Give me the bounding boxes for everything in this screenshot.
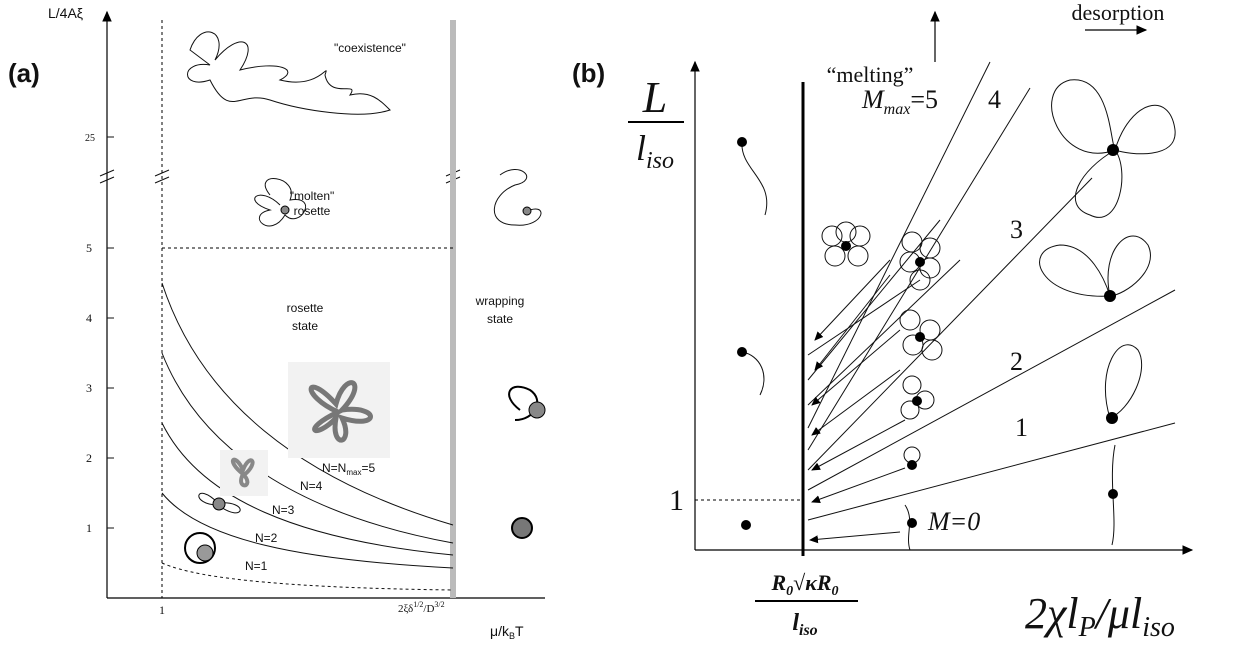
curve-label: N=Nmax=5 [322,461,375,477]
particle [1106,412,1118,424]
sector-label: 1 [1015,413,1028,442]
axis-break [100,170,460,183]
label-part: √ [793,570,806,595]
label-part: 0 [832,584,839,599]
label-part: iso [799,622,818,639]
figure: (a) 1 2 3 4 5 25 L/4Aξ 1 2ξδ1/2/D3/2 μ/k… [0,0,1249,645]
x-axis-label: 2χlP/μliso [1025,589,1175,643]
y-tick-label: 1 [669,484,684,517]
curve-label: N=4 [300,479,323,493]
label-part: M [861,85,885,114]
y-tick-label: 5 [86,241,92,255]
label-part: R [770,570,786,595]
particle [213,498,225,510]
sector-label: Mmax=5 [861,85,938,118]
polymer-sketch [905,505,910,550]
particle [737,137,747,147]
label-part: iso [1142,612,1175,643]
x-axis-label: μ/kBT [490,623,524,641]
x-tick-label: liso [792,610,817,639]
particle [1104,290,1116,302]
region-label: state [292,319,318,333]
tick-marks [107,137,114,528]
y-axis-label: L/4Aξ [48,5,83,21]
particle [523,207,531,215]
sector-lines [808,62,1175,520]
x-tick-label: 1 [159,603,165,617]
sector-label: M=0 [927,507,980,536]
tick-part: 3/2 [434,600,444,609]
label-part: iso [646,148,674,174]
annotation: “melting” [827,62,914,87]
polymer-sketch [742,142,767,215]
panel-label: (a) [8,58,40,88]
label-part: max [346,468,361,477]
label-part: =5 [361,461,375,475]
y-tick-label: 4 [86,311,92,325]
y-tick-label: 2 [86,451,92,465]
rosette-sketch [1040,236,1151,296]
label-part: =5 [910,85,938,114]
particle [512,518,532,538]
label-part: max [884,101,911,118]
particle [907,518,917,528]
sector-label: 4 [988,85,1001,114]
particle [529,402,545,418]
particle [1108,489,1118,499]
label-part: κR [805,570,831,595]
polymer-sketch [742,352,764,395]
particle [1107,144,1119,156]
region-label: "molten" [290,189,335,203]
region-label: state [487,312,513,326]
rosette-sketch [1105,345,1141,418]
annotation: desorption [1072,0,1165,25]
label-part: N=N [322,461,346,475]
label-part: /μl [1093,589,1143,638]
particle [741,520,751,530]
region-label: wrapping [475,294,525,308]
x-tick-label: 2ξδ1/2/D3/2 [398,600,445,615]
sector-label: 3 [1010,215,1023,244]
tick-part: 2ξδ [398,603,413,615]
curve-label: N=3 [272,503,295,517]
label-part: 0 [786,584,793,599]
region-label: rosette [294,204,331,218]
phase-curve [162,563,453,590]
label-part: l [636,128,646,168]
panel-a: (a) 1 2 3 4 5 25 L/4Aξ 1 2ξδ1/2/D3/2 μ/k… [8,5,545,641]
region-label: rosette [287,301,324,315]
label-part: 2χl [1025,589,1079,638]
label-part: T [515,623,524,639]
sector-label: 2 [1010,347,1023,376]
y-tick-label: 3 [86,381,92,395]
particles [841,241,925,470]
panel-b: (b) L liso 1 “melting” desorption Mmax=5… [572,0,1192,643]
particle [737,347,747,357]
label-part: P [1078,612,1096,643]
y-axis-label: liso [636,128,674,174]
tick-part: /D [423,603,434,615]
curve-label: N=1 [245,559,268,573]
region-label: "coexistence" [334,41,406,55]
label-part: μ/k [490,623,510,639]
y-tick-label: 25 [85,133,95,144]
curve-label: N=2 [255,531,278,545]
particle [197,545,213,561]
panel-label: (b) [572,58,605,88]
polymer-sketch [494,170,541,226]
y-tick-label: 1 [86,521,92,535]
tick-part: 1/2 [413,600,423,609]
particle [281,206,289,214]
y-axis-label: L [642,73,667,122]
x-tick-label: R0√κR0 [770,570,838,599]
